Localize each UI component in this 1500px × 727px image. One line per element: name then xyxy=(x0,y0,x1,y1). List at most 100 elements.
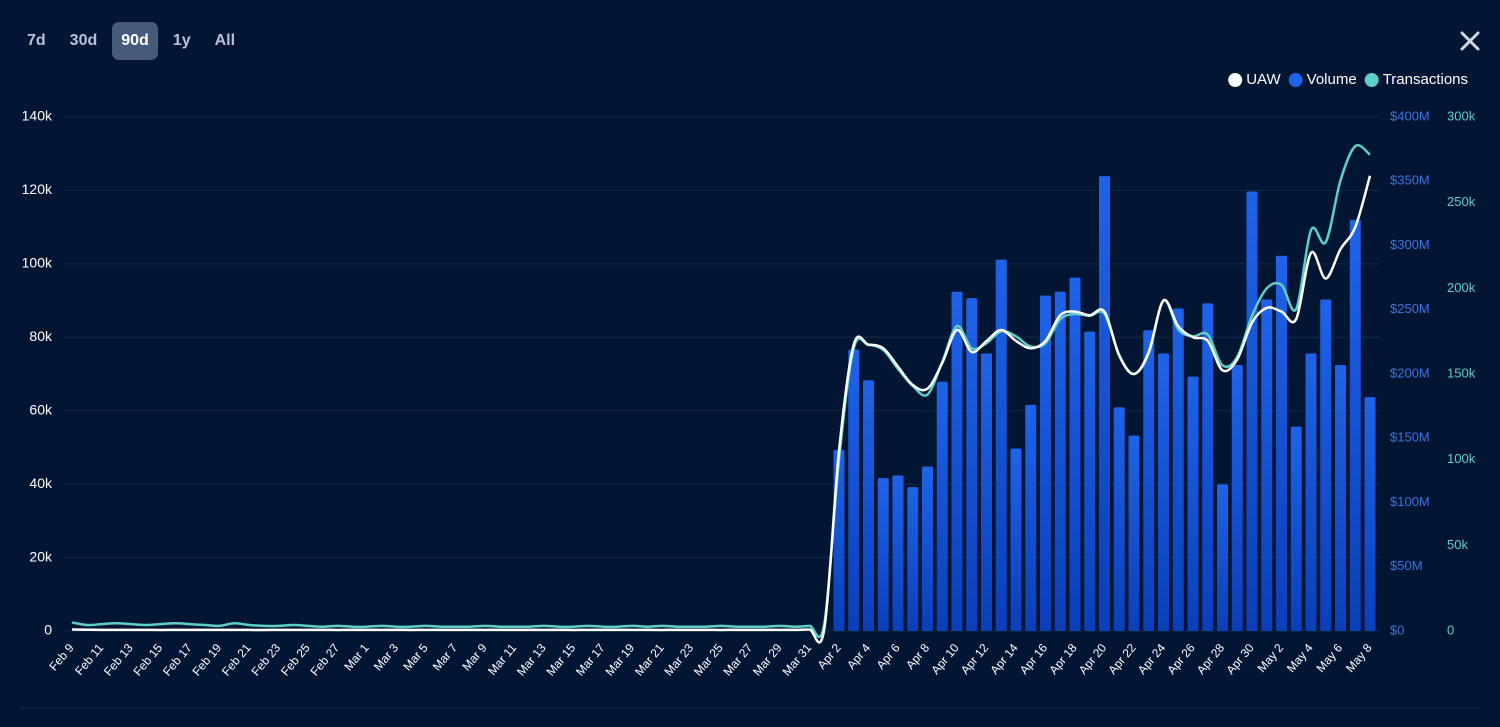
x-tick-label: Feb 15 xyxy=(130,641,165,679)
bar xyxy=(1261,299,1273,631)
x-tick-label: Mar 25 xyxy=(691,641,726,679)
x-tick-label: Mar 29 xyxy=(750,641,785,679)
y-tick-label: 20k xyxy=(29,548,53,564)
bar xyxy=(1010,448,1022,631)
x-tick-label: Feb 13 xyxy=(101,641,136,679)
x-tick-label: Feb 11 xyxy=(72,641,106,678)
bar xyxy=(1305,353,1317,631)
range-button[interactable]: 1y xyxy=(172,32,191,49)
x-tick-label: Apr 26 xyxy=(1164,641,1198,677)
x-tick-label: Apr 16 xyxy=(1017,641,1051,677)
x-tick-label: May 6 xyxy=(1313,641,1345,675)
bar xyxy=(995,259,1007,631)
y3-tick-label: 200k xyxy=(1447,280,1476,295)
bar xyxy=(907,487,919,631)
x-tick-label: Feb 17 xyxy=(160,641,195,679)
bar xyxy=(863,380,874,631)
y2-tick-label: $300M xyxy=(1390,237,1430,252)
x-tick-label: May 8 xyxy=(1343,641,1375,675)
legend-swatch xyxy=(1228,73,1243,87)
x-tick-label: Mar 19 xyxy=(602,641,637,679)
bar xyxy=(877,478,889,631)
legend-swatch xyxy=(1364,73,1379,87)
bar xyxy=(1335,365,1346,631)
x-tick-label: Apr 6 xyxy=(874,641,903,672)
line xyxy=(71,175,1372,644)
bar xyxy=(1349,219,1361,632)
bar xyxy=(966,298,978,631)
y3-tick-label: 0 xyxy=(1447,622,1454,637)
x-tick-label: Mar 15 xyxy=(543,641,578,679)
bar xyxy=(1202,303,1214,631)
y-tick-label: 60k xyxy=(29,401,53,417)
range-button[interactable]: All xyxy=(214,32,236,49)
bar xyxy=(1128,435,1140,631)
y2-tick-label: $400M xyxy=(1390,108,1430,123)
bar xyxy=(951,291,963,631)
x-tick-label: Feb 23 xyxy=(248,641,283,679)
bar xyxy=(848,349,860,631)
bar xyxy=(1099,176,1110,632)
bar xyxy=(1246,191,1258,631)
bar xyxy=(1217,484,1228,631)
y2-tick-label: $200M xyxy=(1390,365,1430,380)
x-tick-label: Feb 19 xyxy=(189,641,224,679)
bar xyxy=(892,475,904,631)
x-tick-label: Mar 1 xyxy=(341,641,372,674)
y-tick-label: 120k xyxy=(22,181,53,197)
bar xyxy=(1187,376,1199,631)
bar xyxy=(1290,426,1302,631)
x-tick-label: Apr 22 xyxy=(1105,641,1139,677)
y3-tick-label: 100k xyxy=(1447,451,1476,466)
x-tick-label: Mar 3 xyxy=(371,641,402,674)
x-tick-label: May 4 xyxy=(1284,641,1316,675)
bar xyxy=(936,381,948,631)
y-tick-label: 40k xyxy=(29,475,53,491)
x-tick-label: Apr 18 xyxy=(1046,641,1080,677)
x-tick-label: May 2 xyxy=(1254,641,1286,675)
x-tick-label: Apr 24 xyxy=(1135,641,1169,677)
x-tick-label: Mar 7 xyxy=(430,641,461,674)
y3-tick-label: 150k xyxy=(1447,365,1476,380)
range-selector: 7d 30d 90d 1y All xyxy=(18,22,244,60)
range-button[interactable]: 7d xyxy=(27,32,46,49)
bar xyxy=(1320,299,1332,631)
bar xyxy=(1172,308,1184,631)
x-tick-label: Apr 14 xyxy=(987,641,1021,677)
y-tick-label: 140k xyxy=(22,108,53,124)
y3-tick-label: 50k xyxy=(1447,537,1468,552)
legend-label: Transactions xyxy=(1383,71,1468,88)
x-tick-label: Feb 27 xyxy=(307,641,342,679)
close-button[interactable] xyxy=(1460,31,1480,51)
x-tick-label: Mar 21 xyxy=(632,641,667,679)
x-tick-label: Apr 2 xyxy=(815,641,844,672)
x-tick-label: Apr 4 xyxy=(844,641,873,672)
close-icon xyxy=(1460,31,1480,51)
y2-tick-label: $350M xyxy=(1390,173,1430,188)
x-tick-label: Mar 11 xyxy=(485,641,519,678)
legend-swatch xyxy=(1288,73,1303,87)
bar xyxy=(1025,404,1037,631)
y2-tick-label: $50M xyxy=(1390,558,1423,573)
x-tick-label: Mar 5 xyxy=(400,641,431,674)
bar xyxy=(922,466,933,631)
range-button[interactable]: 30d xyxy=(69,32,98,49)
x-tick-label: Apr 30 xyxy=(1223,641,1257,677)
x-tick-label: Feb 25 xyxy=(278,641,313,679)
y3-tick-label: 250k xyxy=(1447,194,1476,209)
y2-tick-label: $150M xyxy=(1390,430,1430,445)
bar xyxy=(833,449,845,631)
x-tick-label: Apr 28 xyxy=(1194,641,1228,677)
y2-tick-label: $100M xyxy=(1390,494,1430,509)
y3-tick-label: 300k xyxy=(1447,108,1476,123)
y-tick-label: 80k xyxy=(29,328,53,344)
bar xyxy=(1276,255,1287,631)
bar xyxy=(981,353,992,631)
bar xyxy=(1054,291,1066,631)
x-tick-label: Mar 27 xyxy=(720,641,755,679)
y-tick-label: 100k xyxy=(22,255,53,271)
bar xyxy=(1143,330,1155,631)
range-button[interactable]: 90d xyxy=(112,22,158,60)
bar xyxy=(1069,277,1081,631)
